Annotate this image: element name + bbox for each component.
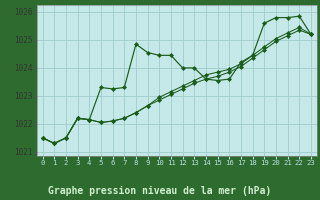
- Text: Graphe pression niveau de la mer (hPa): Graphe pression niveau de la mer (hPa): [48, 186, 272, 196]
